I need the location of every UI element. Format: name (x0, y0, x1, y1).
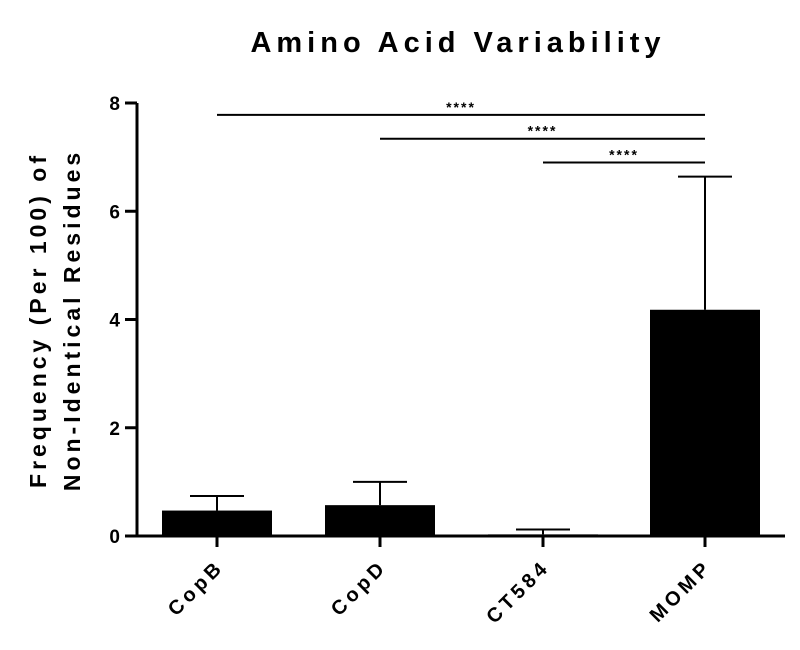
y-tick-label: 6 (109, 202, 120, 223)
y-axis-label-line2: Non-Identical Residues (59, 149, 85, 491)
bar (325, 505, 435, 536)
bar (488, 534, 598, 536)
x-tick-label: MOMP (646, 556, 717, 627)
bar (650, 309, 760, 536)
y-tick-label: 0 (109, 527, 120, 548)
y-axis-label-line1: Frequency (Per 100) of (25, 152, 51, 488)
significance-label: **** (609, 147, 639, 163)
x-tick-label: CopD (327, 556, 392, 621)
significance-label: **** (528, 123, 558, 139)
y-tick-label: 4 (109, 311, 120, 332)
y-tick-label: 2 (109, 419, 120, 440)
bar (162, 510, 272, 536)
y-tick-label: 8 (109, 94, 120, 115)
plot-area: 0 2 4 6 8 CopB CopD CT584 MOMP **** **** **** (109, 94, 785, 628)
x-tick-label: CT584 (482, 556, 554, 628)
chart-title: Amino Acid Variability (250, 27, 665, 59)
significance-label: **** (446, 99, 476, 115)
x-tick-label: CopB (164, 556, 229, 621)
